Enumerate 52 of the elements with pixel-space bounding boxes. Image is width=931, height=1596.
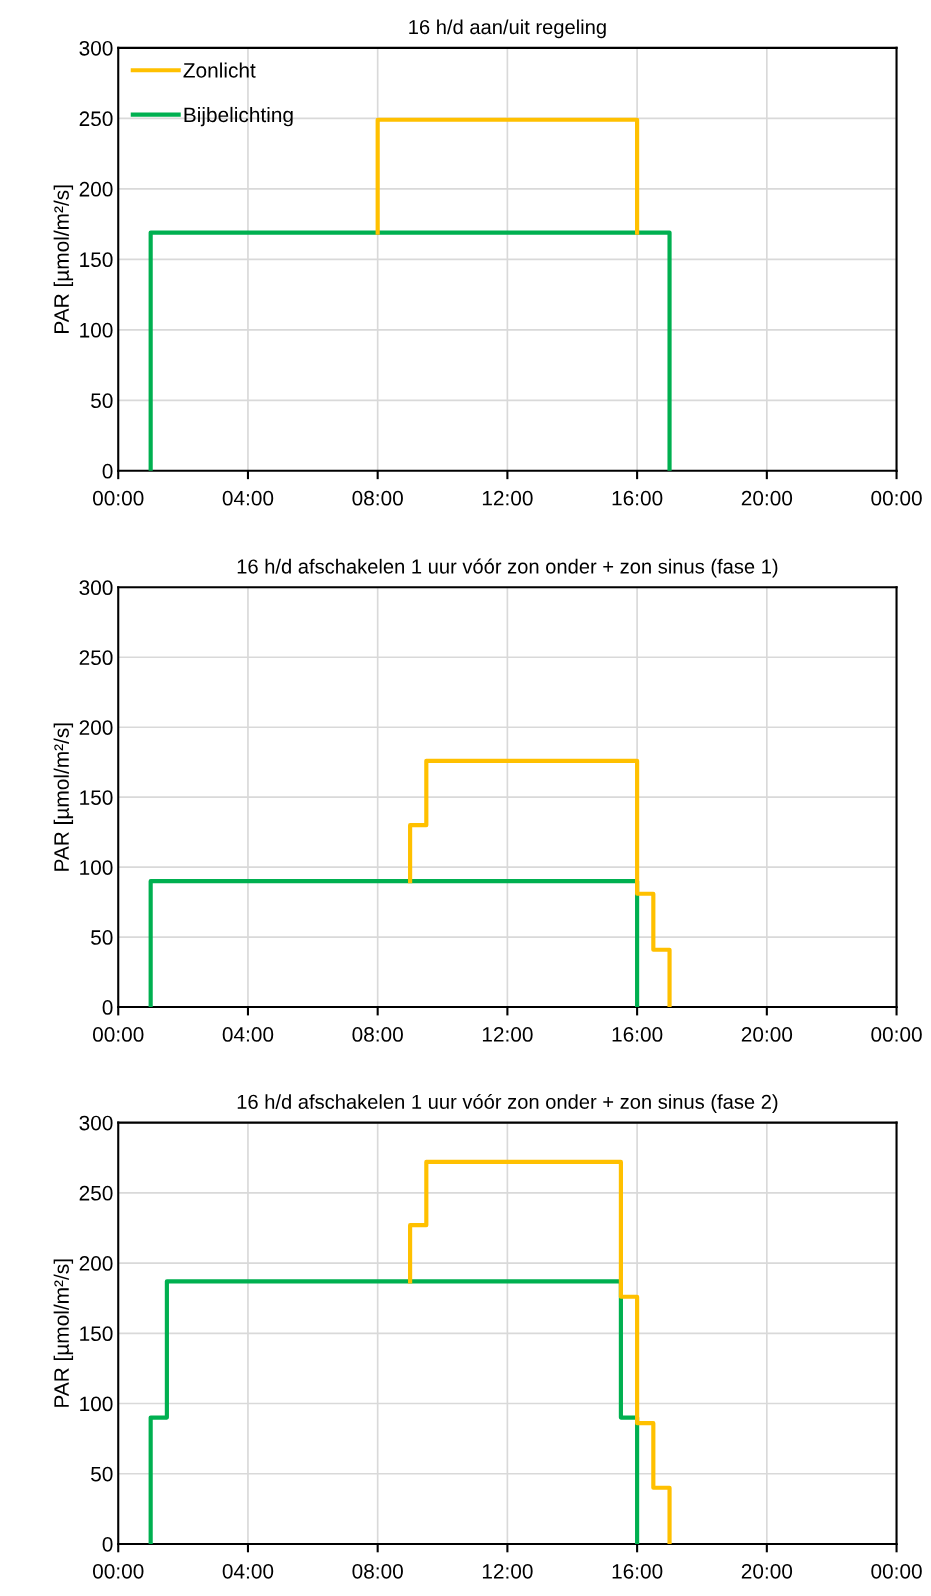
x-tick-label: 04:00 [222,1027,274,1042]
x-tick-label: 04:00 [222,1563,274,1579]
y-tick-label: 250 [79,650,113,666]
y-tick-label: 150 [80,790,113,805]
x-tick-label: 00:00 [92,1563,144,1579]
x-tick-label: 00:00 [871,490,922,506]
y-tick-label: 0 [102,1536,113,1552]
y-axis-title: PAR [µmol/m²/s] [53,185,74,333]
y-tick-label: 100 [80,322,113,338]
x-tick-label: 16:00 [612,1027,663,1042]
x-tick-label: 12:00 [482,1027,533,1042]
y-tick-label: 100 [80,860,113,875]
y-tick-label: 300 [79,40,113,56]
line-series [408,1159,672,1544]
x-tick-label: 12:00 [482,1563,533,1579]
x-tick-label: 00:00 [92,1027,144,1042]
y-tick-label: 0 [102,463,113,479]
y-axis-title: PAR [µmol/m²/s] [53,1259,74,1407]
y-tick-label: 300 [79,1115,113,1131]
y-tick-label: 50 [91,1466,113,1482]
y-tick-label: 250 [79,111,113,127]
y-tick-label: 150 [80,1326,113,1342]
x-tick-label: 08:00 [352,1027,403,1042]
x-tick-label: 00:00 [92,490,144,506]
y-tick-label: 300 [79,580,113,596]
x-tick-label: 04:00 [222,490,274,506]
x-tick-label: 20:00 [741,1027,793,1042]
chart-title: 16 h/d afschakelen 1 uur vóór zon onder + zon sinus (fase 2) [237,1093,778,1113]
y-tick-label: 100 [80,1396,113,1412]
y-tick-label: 200 [79,181,113,197]
y-tick-label: 200 [79,720,113,735]
x-tick-label: 20:00 [741,1563,793,1579]
y-axis-title: PAR [µmol/m²/s] [53,723,74,871]
y-tick-label: 50 [91,930,113,945]
chart-title: 16 h/d aan/uit regeling [409,19,606,39]
x-tick-label: 16:00 [612,1563,663,1579]
legend-label: Bijbelichting [184,106,293,127]
legend-label: Zonlicht [183,62,256,78]
y-tick-label: 150 [80,252,113,268]
x-tick-label: 16:00 [612,490,663,506]
chart-title: 16 h/d afschakelen 1 uur vóór zon onder + zon sinus (fase 1) [237,558,778,578]
y-tick-label: 250 [79,1185,113,1201]
line-series [408,758,672,1008]
x-tick-label: 12:00 [482,490,533,506]
y-tick-label: 0 [102,1000,113,1015]
y-tick-label: 200 [79,1256,113,1271]
x-tick-label: 20:00 [741,490,793,506]
x-tick-label: 08:00 [352,1563,403,1579]
x-tick-label: 00:00 [871,1027,922,1042]
x-tick-label: 00:00 [871,1563,922,1579]
y-tick-label: 50 [91,393,113,409]
x-tick-label: 08:00 [352,490,403,506]
